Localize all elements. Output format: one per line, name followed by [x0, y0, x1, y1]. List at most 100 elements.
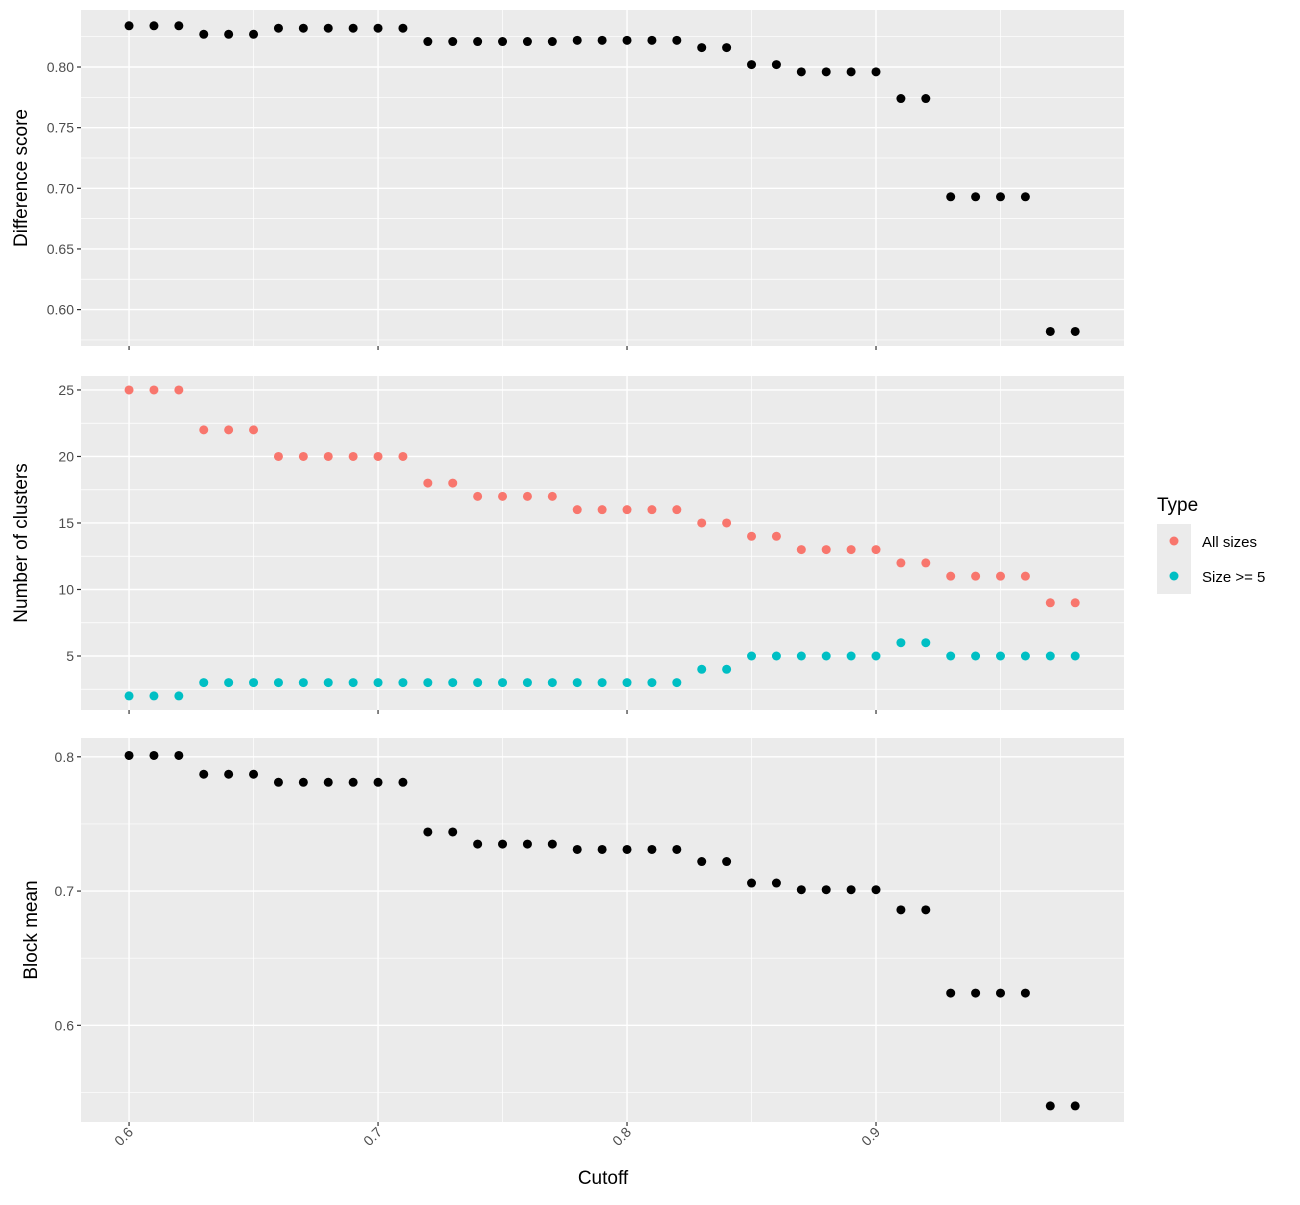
point-size-5 [896, 638, 906, 648]
point-block-mean [398, 777, 408, 787]
point-all-sizes [647, 505, 657, 515]
point-block-mean [174, 750, 184, 760]
point-all-sizes [771, 531, 781, 541]
point-all-sizes [124, 385, 134, 395]
point-all-sizes [373, 451, 383, 461]
x-tick-label: 0.9 [858, 1124, 883, 1149]
point-size-5 [1045, 651, 1055, 661]
y-tick-label: 10 [58, 581, 74, 597]
point-all-sizes [249, 425, 259, 435]
point-difference-score [298, 23, 308, 33]
point-block-mean [896, 905, 906, 915]
point-difference-score [174, 21, 184, 31]
point-all-sizes [996, 571, 1006, 581]
point-all-sizes [971, 571, 981, 581]
panel-1: 0.60 0.65 0.70 0.75 0.80 Difference score [11, 10, 1124, 350]
point-block-mean [498, 839, 508, 849]
point-size-5 [199, 678, 209, 688]
point-size-5 [846, 651, 856, 661]
point-block-mean [298, 777, 308, 787]
point-block-mean [771, 878, 781, 888]
point-block-mean [1045, 1101, 1055, 1111]
point-size-5 [547, 678, 557, 688]
point-all-sizes [846, 545, 856, 555]
x-axis-title: Cutoff [578, 1168, 629, 1189]
point-size-5 [996, 651, 1006, 661]
point-size-5 [124, 691, 134, 701]
point-block-mean [1020, 988, 1030, 998]
legend-label-all-sizes: All sizes [1202, 534, 1257, 551]
point-all-sizes [1045, 598, 1055, 608]
point-block-mean [796, 885, 806, 895]
point-difference-score [323, 23, 333, 33]
point-all-sizes [348, 451, 358, 461]
point-all-sizes [224, 425, 234, 435]
point-size-5 [946, 651, 956, 661]
point-difference-score [647, 35, 657, 45]
y-axis-title: Difference score [11, 109, 32, 247]
point-difference-score [572, 35, 582, 45]
point-size-5 [174, 691, 184, 701]
point-size-5 [722, 664, 732, 674]
y-tick-label: 0.80 [47, 59, 74, 75]
point-size-5 [622, 678, 632, 688]
point-size-5 [921, 638, 931, 648]
point-difference-score [771, 60, 781, 70]
point-difference-score [821, 67, 831, 77]
point-block-mean [249, 769, 259, 779]
y-tick-label: 5 [66, 648, 74, 664]
point-size-5 [1020, 651, 1030, 661]
y-tick-label: 0.8 [55, 749, 75, 765]
point-difference-score [946, 192, 956, 202]
point-block-mean [348, 777, 358, 787]
y-tick-label: 25 [58, 382, 74, 398]
y-tick-label: 0.60 [47, 302, 74, 318]
point-all-sizes [298, 451, 308, 461]
point-block-mean [199, 769, 209, 779]
point-difference-score [1070, 326, 1080, 336]
point-difference-score [1020, 192, 1030, 202]
point-difference-score [672, 35, 682, 45]
y-tick-label: 0.70 [47, 180, 74, 196]
point-block-mean [647, 844, 657, 854]
point-difference-score [796, 67, 806, 77]
point-difference-score [249, 29, 259, 39]
point-difference-score [996, 192, 1006, 202]
point-difference-score [398, 23, 408, 33]
legend-title: Type [1157, 495, 1198, 516]
point-block-mean [697, 857, 707, 867]
point-difference-score [498, 37, 508, 47]
point-block-mean [273, 777, 283, 787]
point-difference-score [547, 37, 557, 47]
point-size-5 [1070, 651, 1080, 661]
point-block-mean [572, 844, 582, 854]
point-difference-score [348, 23, 358, 33]
point-all-sizes [149, 385, 159, 395]
point-all-sizes [1020, 571, 1030, 581]
point-block-mean [597, 844, 607, 854]
x-tick-label: 0.8 [609, 1124, 634, 1149]
point-difference-score [921, 94, 931, 104]
y-axis-title: Number of clusters [11, 463, 32, 622]
point-size-5 [423, 678, 433, 688]
point-all-sizes [398, 451, 408, 461]
point-size-5 [796, 651, 806, 661]
point-all-sizes [821, 545, 831, 555]
legend-key-size-ge-5 [1169, 571, 1179, 581]
point-block-mean [971, 988, 981, 998]
point-all-sizes [597, 505, 607, 515]
panel-background [81, 738, 1124, 1122]
point-all-sizes [174, 385, 184, 395]
point-difference-score [149, 21, 159, 31]
point-block-mean [224, 769, 234, 779]
point-block-mean [1070, 1101, 1080, 1111]
point-block-mean [522, 839, 532, 849]
point-difference-score [224, 29, 234, 39]
point-difference-score [273, 23, 283, 33]
y-tick-label: 0.7 [55, 883, 75, 899]
point-difference-score [199, 29, 209, 39]
point-size-5 [249, 678, 259, 688]
point-size-5 [224, 678, 234, 688]
panel-background [81, 376, 1124, 710]
